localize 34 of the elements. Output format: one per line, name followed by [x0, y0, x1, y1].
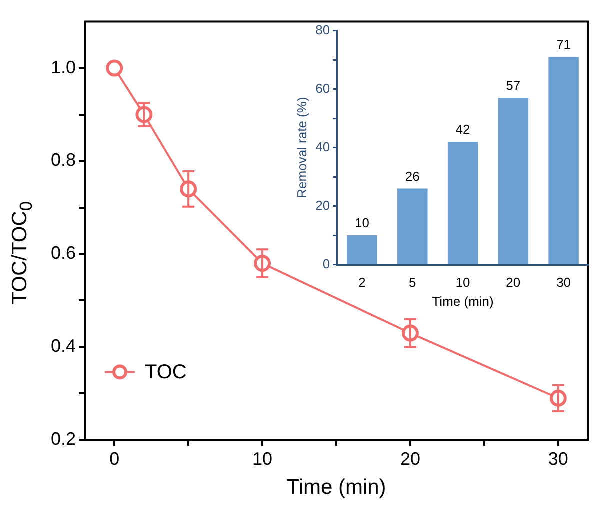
- x-axis-title: Time (min): [432, 294, 494, 309]
- bar: [498, 98, 529, 264]
- bar: [398, 188, 428, 264]
- y-tick-label: 0: [322, 256, 330, 272]
- point: [106, 60, 124, 77]
- data-label: 42: [456, 122, 470, 138]
- y-tick-label: 60: [316, 80, 330, 96]
- x-tick-label: 10: [252, 448, 273, 469]
- x-tick-label: 20: [400, 448, 420, 469]
- data-label: 10: [355, 216, 370, 231]
- legend-label: TOC: [145, 362, 187, 384]
- bar: [347, 236, 378, 264]
- bar: [548, 57, 579, 264]
- x-tick-label: 20: [506, 275, 521, 290]
- data-label: 71: [556, 37, 572, 52]
- data-label: 26: [405, 168, 420, 184]
- x-tick-label: 2: [358, 275, 366, 290]
- y-tick-label: 1.0: [50, 57, 76, 78]
- y-tick-label: 0.8: [50, 150, 76, 170]
- y-tick-label: 20: [316, 198, 330, 213]
- y-tick-label: 80: [316, 22, 330, 38]
- x-axis-title: Time (min): [286, 476, 386, 500]
- y-axis-title: Removal rate (%): [294, 97, 310, 198]
- data-label: 57: [506, 78, 521, 94]
- x-tick-label: 30: [556, 275, 572, 290]
- y-tick-label: 0.4: [50, 336, 76, 356]
- x-tick-label: 10: [456, 275, 470, 290]
- x-tick-label: 5: [409, 275, 416, 290]
- y-tick-label: 40: [316, 139, 330, 154]
- y-tick-label: 0.6: [50, 243, 76, 264]
- bar: [448, 142, 478, 264]
- y-tick-label: 0.2: [50, 429, 76, 450]
- x-tick-label: 30: [548, 448, 568, 469]
- x-tick-label: 0: [110, 448, 120, 469]
